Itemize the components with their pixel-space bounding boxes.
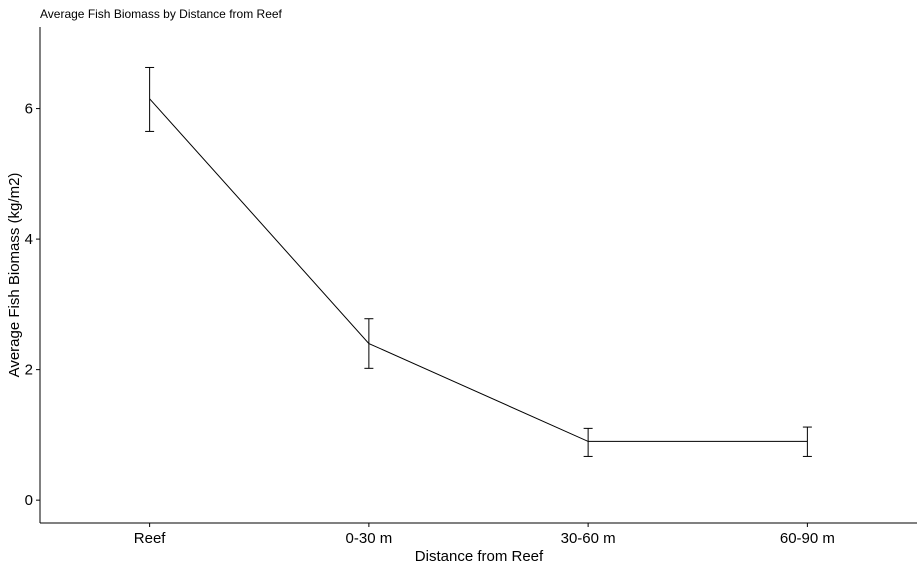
y-tick-label: 6 (25, 101, 33, 118)
y-axis-ticks: 0 2 4 6 (25, 101, 40, 509)
error-bar (364, 318, 374, 369)
chart-title: Average Fish Biomass by Distance from Re… (40, 7, 283, 21)
y-tick-label: 2 (25, 362, 33, 379)
series-line (149, 98, 808, 442)
x-axis-ticks: Reef 0-30 m 30-60 m 60-90 m (134, 523, 835, 547)
y-axis-title: Average Fish Biomass (kg/m2) (6, 173, 23, 378)
x-tick-label: 0-30 m (346, 530, 393, 547)
x-tick-label: 60-90 m (780, 530, 835, 547)
x-tick-label: Reef (134, 530, 167, 547)
error-bar (802, 426, 812, 457)
y-tick-label: 4 (25, 231, 33, 248)
plot-area (145, 66, 812, 457)
error-bar (145, 66, 155, 132)
error-bar (583, 427, 593, 457)
x-axis-title: Distance from Reef (415, 548, 544, 565)
x-tick-label: 30-60 m (561, 530, 616, 547)
y-tick-label: 0 (25, 492, 33, 509)
